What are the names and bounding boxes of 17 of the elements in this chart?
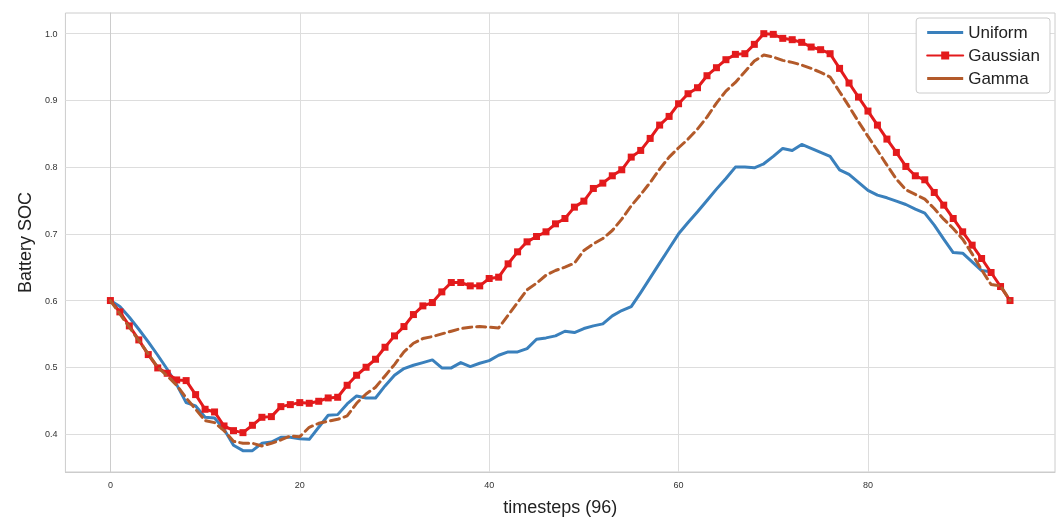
y-tick-label: 0.8 — [44, 162, 58, 173]
x-tick-label: 0 — [107, 479, 113, 490]
y-tick-label: 0.9 — [44, 95, 58, 106]
x-tick-label: 60 — [673, 479, 684, 490]
x-axis-title: timesteps (96) — [503, 497, 618, 517]
x-tick-label: 20 — [294, 479, 305, 490]
legend-label: Uniform — [968, 23, 1028, 42]
y-tick-label: 1.0 — [44, 28, 58, 39]
y-tick-label: 0.6 — [44, 295, 58, 306]
x-tick-label: 40 — [484, 479, 495, 490]
legend-label: Gaussian — [968, 46, 1041, 65]
y-tick-label: 0.7 — [44, 228, 58, 239]
y-tick-label: 0.4 — [44, 428, 58, 439]
y-tick-label: 0.5 — [44, 362, 58, 373]
legend-label: Gamma — [968, 69, 1030, 88]
y-axis-title: Battery SOC — [15, 191, 35, 294]
x-tick-label: 80 — [862, 479, 873, 490]
